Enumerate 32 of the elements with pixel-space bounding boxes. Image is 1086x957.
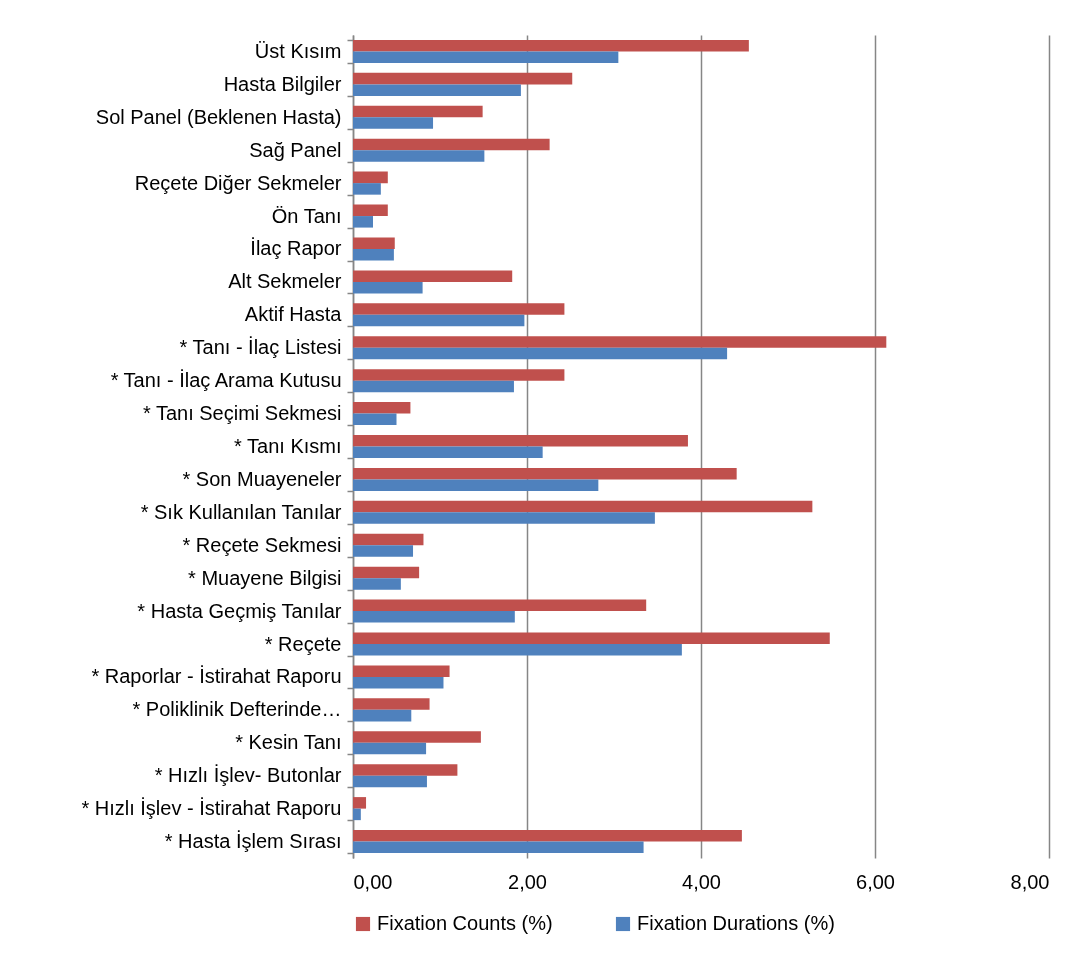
y-tick-label: Hasta Bilgiler (223, 72, 342, 95)
x-tick-label: 4,00 (682, 870, 721, 893)
y-tick-label: * Tanı - İlaç Listesi (179, 336, 342, 359)
y-tick-label: * Hızlı İşlev - İstirahat Raporu (81, 797, 342, 820)
y-tick-label: * Hasta Geçmiş Tanılar (137, 599, 342, 622)
y-tick-label: Sol Panel (Beklenen Hasta) (95, 105, 342, 128)
y-tick-label: Aktif Hasta (244, 303, 343, 326)
x-tick-label: 6,00 (856, 870, 895, 893)
x-tick-label: 8,00 (1010, 870, 1050, 893)
y-tick-label: Üst Kısım (254, 39, 342, 62)
y-tick-label: * Muayene Bilgisi (188, 566, 342, 589)
legend-label: Fixation Counts (%) (377, 912, 553, 934)
y-tick-label: Sağ Panel (249, 138, 342, 161)
y-tick-label: * Poliklinik Defterinde… (132, 698, 342, 721)
y-tick-label: Alt Sekmeler (228, 270, 342, 293)
y-tick-label: İlaç Rapor (250, 237, 342, 260)
x-tick-label: 0,00 (353, 870, 393, 893)
y-tick-label: * Tanı - İlaç Arama Kutusu (110, 369, 342, 392)
x-tick-label: 2,00 (508, 870, 547, 893)
y-tick-label: * Son Muayeneler (182, 467, 342, 490)
y-tick-label: * Kesin Tanı (235, 731, 342, 754)
y-tick-label: * Raporlar - İstirahat Raporu (91, 665, 342, 688)
legend-label: Fixation Durations (%) (637, 912, 835, 934)
y-tick-label: * Tanı Kısmı (234, 435, 342, 457)
y-tick-label: * Tanı Seçimi Sekmesi (142, 402, 342, 425)
y-tick-label: * Reçete (264, 632, 342, 655)
y-tick-label: Ön Tanı (271, 204, 342, 227)
y-tick-label: * Sık Kullanılan Tanılar (140, 500, 342, 523)
y-tick-label: * Hasta İşlem Sırası (164, 830, 342, 853)
y-tick-label: Reçete Diğer Sekmeler (134, 171, 342, 194)
y-tick-label: * Reçete Sekmesi (182, 533, 342, 556)
y-tick-label: * Hızlı İşlev- Butonlar (154, 764, 342, 787)
